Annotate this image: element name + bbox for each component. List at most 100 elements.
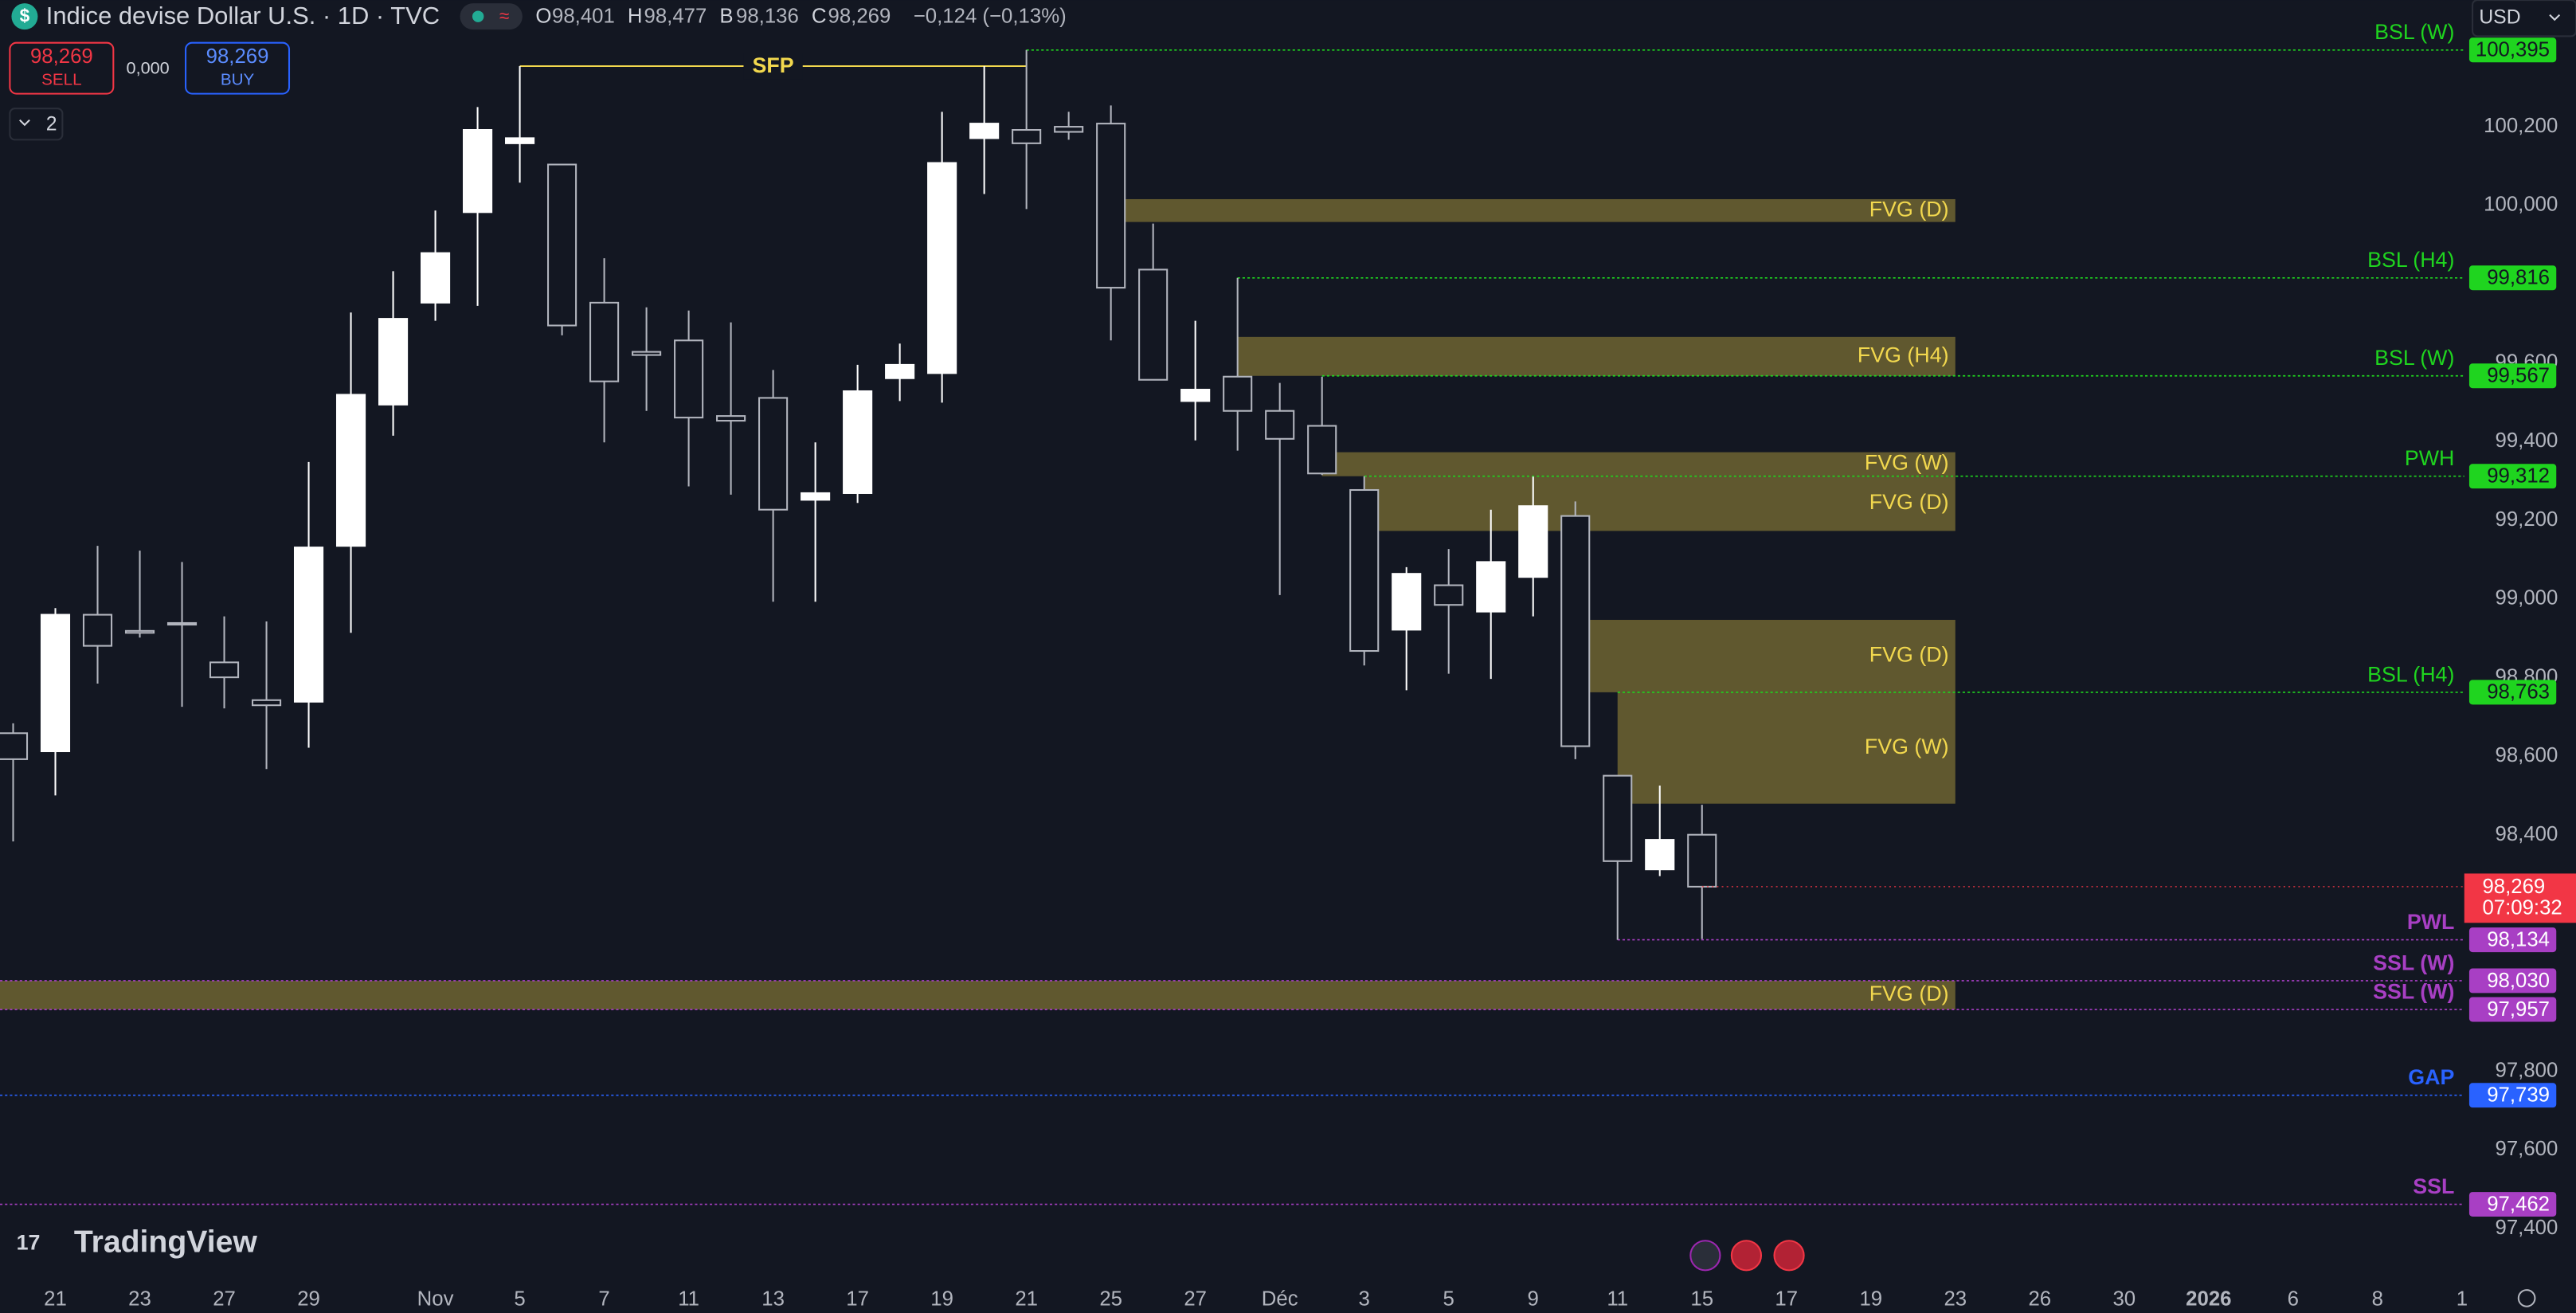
status-dot [472,10,484,22]
y-tick-label: 97,800 [2496,1059,2558,1081]
x-tick-label: 17 [1775,1288,1798,1310]
level-price: 97,462 [2487,1193,2550,1215]
y-tick-label: 99,000 [2496,587,2558,609]
level-price-box [2468,1083,2557,1108]
ohlc-value: 98,269 [828,6,891,28]
candle-body [1645,839,1675,871]
level-name: BSL (H4) [2367,662,2454,686]
level-name: PWL [2407,910,2455,934]
ohlc-change: −0,124 (−0,13%) [914,6,1067,28]
indicators-count[interactable]: 2 [46,113,57,135]
candle-body [1307,425,1337,475]
fvg-zone [1364,476,1955,531]
brand-logo: 17 [17,1230,41,1254]
chevron [2549,14,2561,22]
ohlc-value: 98,477 [644,6,707,28]
fvg-label: FVG (W) [1865,451,1949,475]
level-price-box [2468,363,2557,389]
sell-label[interactable]: SELL [41,71,81,89]
y-tick-label: 97,600 [2496,1138,2558,1160]
sell-price[interactable]: 98,269 [30,45,93,68]
x-tick-label: 6 [2288,1288,2299,1310]
x-tick-label: 2026 [2186,1288,2231,1310]
symbol-title: Indice devise Dollar U.S. · 1D · TVC [46,2,440,29]
candle-body [1518,505,1548,578]
candle-body [1012,129,1042,144]
x-tick-label: 30 [2112,1288,2136,1310]
y-tick-label: 99,200 [2496,508,2558,531]
level-name: SSL (W) [2373,950,2454,974]
fvg-label: FVG (D) [1869,197,1949,221]
chevron [19,119,30,127]
y-tick-label: 97,400 [2496,1217,2558,1239]
candle-body [716,415,746,422]
indicators-toggle[interactable] [9,108,64,141]
candle-body [378,318,409,406]
x-tick-label: Déc [1262,1288,1298,1310]
y-tick-label: 98,400 [2496,823,2558,845]
x-tick-label: 1 [2457,1288,2468,1310]
fvg-zone [1237,336,1955,376]
last-price: 98,269 [2482,876,2545,898]
candle-body [547,163,577,327]
candle-body [209,661,240,679]
candle-body [293,547,324,703]
settings-icon[interactable] [2517,1289,2536,1307]
candle-body [1349,488,1380,653]
x-tick-label: 11 [1607,1288,1628,1310]
level-price-box [2468,968,2557,994]
buy-button[interactable] [185,41,291,95]
level-name: GAP [2408,1065,2454,1089]
level-price-box [2468,680,2557,705]
level-price: 99,312 [2487,465,2550,488]
candle-body [1392,573,1422,631]
level-price: 97,739 [2487,1084,2550,1107]
candle-body [758,397,789,511]
level-price-box [2468,1192,2557,1217]
fvg-zone [0,980,1955,1010]
candle-body [632,351,662,356]
candle-body [1054,126,1084,133]
candle-body [1138,268,1169,381]
level-name: BSL (W) [2374,20,2454,44]
candle-body [1265,410,1295,440]
level-price-box [2468,997,2557,1022]
level-price-box [2468,464,2557,489]
candle-body [927,162,957,374]
x-tick-label: 5 [514,1288,525,1310]
candle-body [1096,123,1126,289]
currency-select[interactable] [2472,0,2576,37]
level-name: SSL (W) [2373,979,2454,1003]
fvg-label: FVG (D) [1869,490,1949,514]
buy-price[interactable]: 98,269 [206,45,269,68]
symbol-icon [11,3,38,30]
x-tick-label: Nov [417,1288,454,1310]
sell-button[interactable] [9,41,115,95]
plot: 100,200100,00099,60099,40099,20099,00098… [0,20,2576,1310]
candle-body [82,613,113,647]
candle-body [1687,833,1717,888]
countdown: 07:09:32 [2482,897,2562,919]
x-tick-label: 3 [1359,1288,1370,1310]
x-tick-label: 23 [128,1288,151,1310]
currency[interactable]: USD [2479,6,2520,28]
event-icon[interactable] [1689,1240,1721,1272]
x-tick-label: 23 [1944,1288,1967,1310]
ohlc-value: 98,136 [736,6,799,28]
fvg-zone [1575,620,1955,692]
ohlc-key: H [628,6,643,28]
candle-body [1180,389,1211,402]
candle-body [0,732,29,760]
level-price: 99,567 [2487,365,2550,387]
event-icon[interactable] [1730,1240,1763,1272]
candle-body [674,339,704,419]
sfp-label-bg [743,53,803,80]
status-icon: ≈ [499,6,509,26]
event-icon[interactable] [1773,1240,1805,1272]
x-tick-label: 19 [1859,1288,1882,1310]
x-tick-label: 29 [297,1288,320,1310]
buy-label[interactable]: BUY [221,71,255,89]
fvg-label: FVG (D) [1869,982,1949,1005]
level-name: BSL (W) [2374,346,2454,370]
